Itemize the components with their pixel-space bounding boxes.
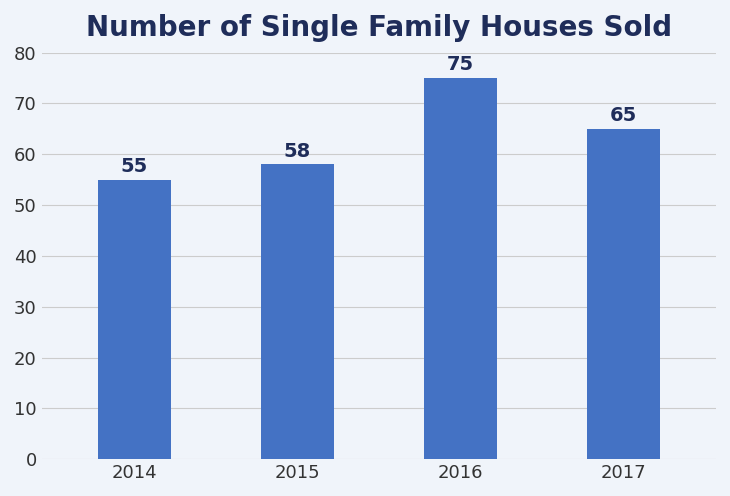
Bar	[587, 129, 660, 459]
Bar	[261, 164, 334, 459]
Text: 55: 55	[120, 157, 148, 176]
Bar	[423, 78, 497, 459]
Text: 75: 75	[447, 56, 474, 74]
Text: 58: 58	[284, 142, 311, 161]
Bar	[98, 180, 171, 459]
Text: 65: 65	[610, 106, 637, 125]
Title: Number of Single Family Houses Sold: Number of Single Family Houses Sold	[85, 14, 672, 42]
